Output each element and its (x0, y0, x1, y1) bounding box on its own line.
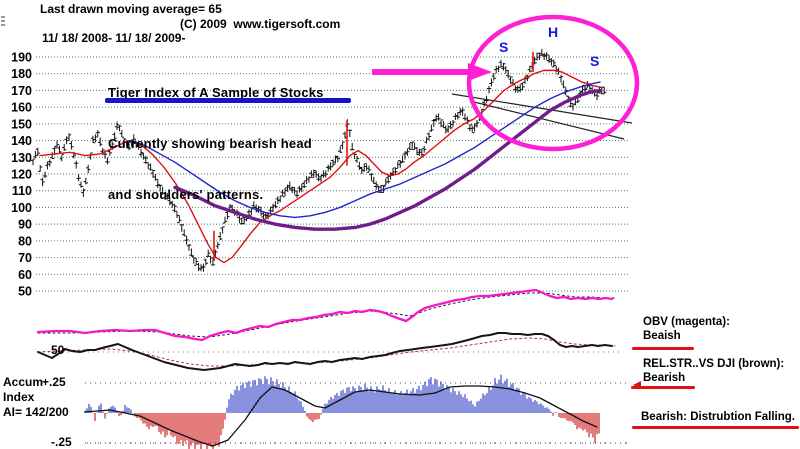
svg-text:120: 120 (11, 168, 32, 182)
window-corner-artifact (1, 16, 5, 27)
annotation-line-3: and shoulders' patterns. (108, 187, 264, 202)
svg-text:80: 80 (18, 234, 32, 248)
annotation-line-2: Currently showing bearish head (108, 136, 312, 151)
accum-label: Accum (3, 375, 44, 389)
svg-text:70: 70 (18, 251, 32, 265)
svg-text:190: 190 (11, 51, 32, 65)
svg-text:170: 170 (11, 84, 32, 98)
relstr-title: REL.STR..VS DJI (brown): (643, 358, 785, 370)
svg-text:150: 150 (11, 117, 32, 131)
relstr-fifty-label: 50 (51, 343, 65, 357)
date-range: 11/ 18/ 2008- 11/ 18/ 2009- (42, 31, 186, 45)
annotation-text: Tiger Index of A Sample of Stocks Curren… (108, 50, 324, 237)
svg-text:50: 50 (18, 285, 32, 299)
minus25-label: -.25 (51, 435, 72, 449)
svg-text:60: 60 (18, 268, 32, 282)
head-label: H (548, 24, 559, 40)
last-ma-readout: Last drawn moving average= 65 (40, 2, 222, 16)
obv-title: OBV (magenta): (643, 316, 730, 328)
svg-text:160: 160 (11, 101, 32, 115)
copyright-text: (C) 2009 www.tigersoft.com (180, 17, 341, 31)
distribution-note-underline (632, 426, 799, 429)
annotation-line-1: Tiger Index of A Sample of Stocks (108, 85, 324, 100)
relstr-status: Bearish (643, 372, 686, 384)
index-label: Index (3, 390, 35, 404)
svg-text:140: 140 (11, 134, 32, 148)
svg-text:100: 100 (11, 201, 32, 215)
left-shoulder-label: S (499, 39, 509, 55)
annotation-underline (105, 98, 351, 103)
plus25-label: +.25 (42, 375, 66, 389)
obv-status: Beaish (643, 330, 681, 342)
ai-value-label: AI= 142/200 (3, 405, 69, 419)
svg-text:90: 90 (18, 218, 32, 232)
svg-text:130: 130 (11, 151, 32, 165)
obv-status-underline (632, 347, 694, 350)
distribution-note: Bearish: Distrubtion Falling. (641, 411, 795, 423)
relstr-status-underline (631, 386, 695, 389)
right-shoulder-label: S (590, 53, 600, 69)
svg-text:180: 180 (11, 67, 32, 81)
svg-text:110: 110 (12, 184, 32, 198)
